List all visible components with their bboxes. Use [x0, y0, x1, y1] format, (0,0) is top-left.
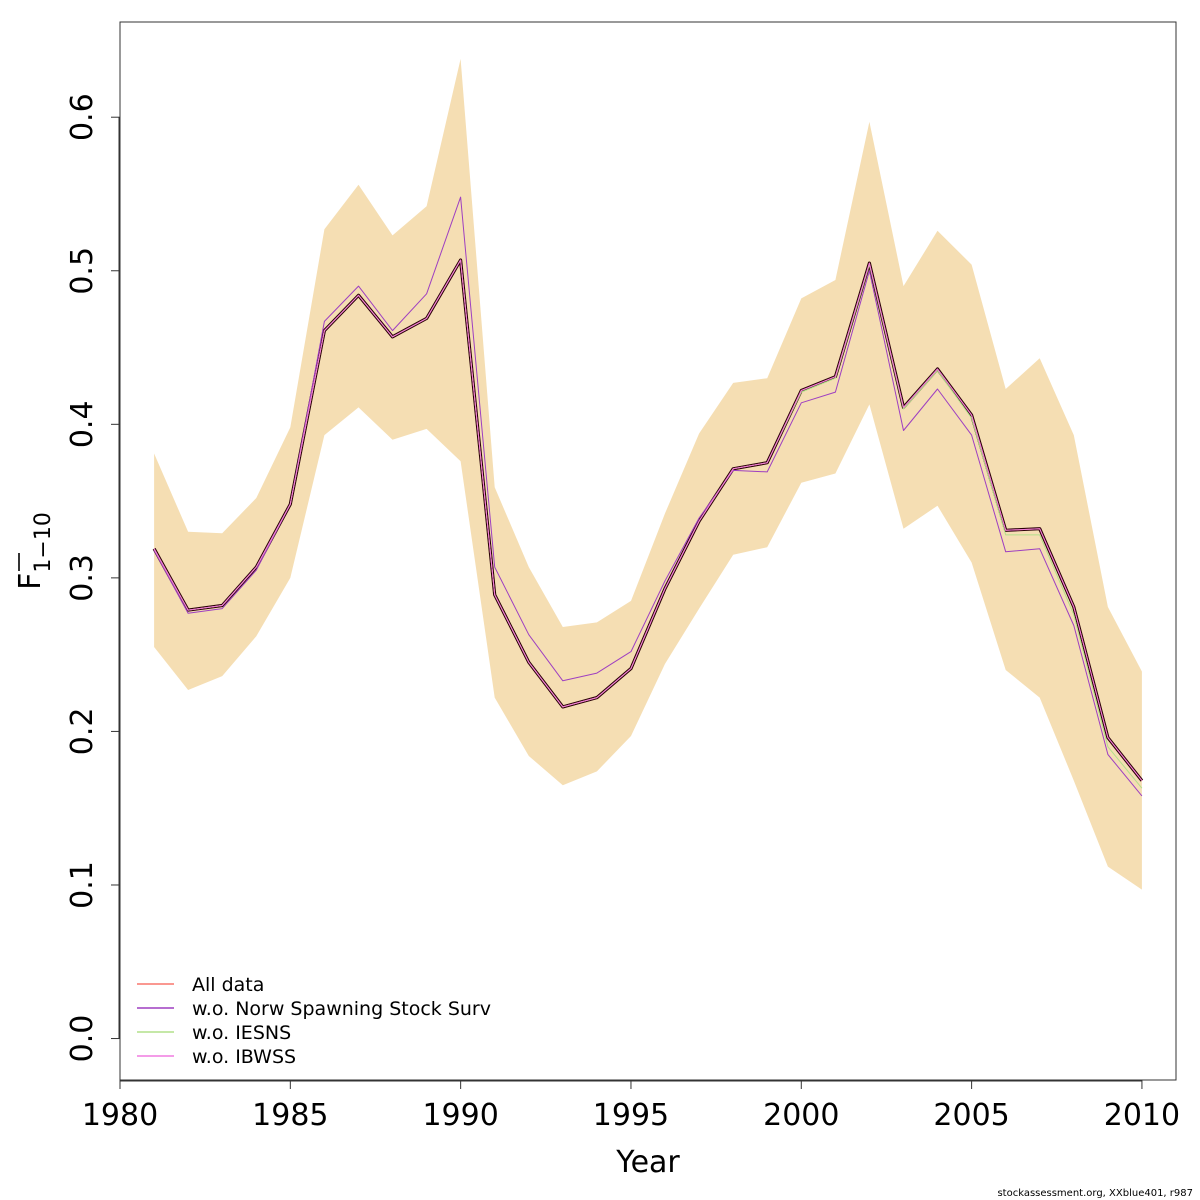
confidence-band	[154, 58, 1142, 890]
y-tick-label: 0.3	[65, 554, 100, 602]
y-tick-label: 0.4	[65, 400, 100, 448]
y-axis-title: F1−10	[13, 512, 56, 590]
legend-label: w.o. IESNS	[192, 1022, 291, 1044]
x-tick-label: 2005	[933, 1098, 1009, 1133]
svg-text:F1−10: F1−10	[13, 512, 56, 590]
y-axis-title-sub: 1−10	[31, 512, 56, 572]
y-tick-label: 0.0	[65, 1015, 100, 1063]
x-tick-label: 1990	[422, 1098, 498, 1133]
y-tick-label: 0.2	[65, 708, 100, 756]
series-line-2	[153, 196, 1143, 797]
x-tick-label: 1980	[82, 1098, 158, 1133]
x-tick-label: 1985	[252, 1098, 328, 1133]
series-layer	[152, 196, 1144, 797]
y-axis: 0.0 0.1 0.2 0.3 0.4 0.5 0.6	[65, 93, 120, 1062]
y-tick-label: 0.5	[65, 247, 100, 295]
legend-label: w.o. IBWSS	[192, 1046, 296, 1068]
x-axis-title: Year	[615, 1145, 680, 1180]
series-line-4	[153, 259, 1143, 781]
plot-frame	[119, 21, 1177, 1081]
x-tick-label: 2010	[1104, 1098, 1180, 1133]
legend-label: All data	[192, 974, 264, 996]
y-tick-label: 0.6	[65, 93, 100, 141]
x-axis: 1980 1985 1990 1995 2000 2005 2010	[82, 1080, 1180, 1133]
y-axis-title-main: F	[13, 573, 48, 590]
confidence-band-layer	[154, 58, 1142, 890]
legend-label: w.o. Norw Spawning Stock Surv	[192, 998, 491, 1020]
footer-credit: stockassessment.org, XXblue401, r987	[997, 1188, 1193, 1199]
x-tick-label: 1995	[593, 1098, 669, 1133]
y-tick-label: 0.1	[65, 861, 100, 909]
x-tick-label: 2000	[763, 1098, 839, 1133]
